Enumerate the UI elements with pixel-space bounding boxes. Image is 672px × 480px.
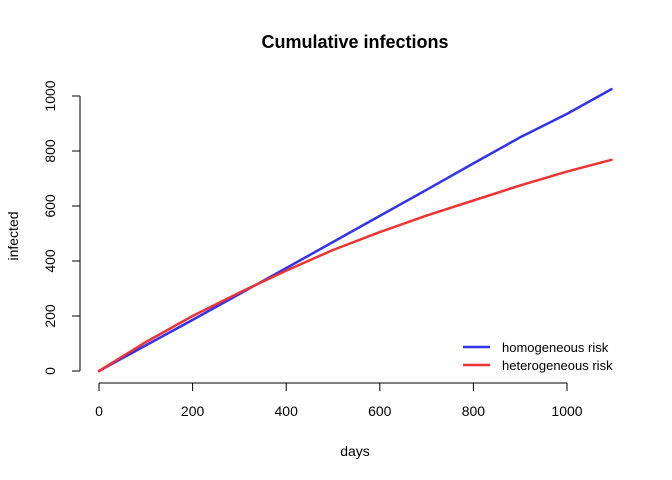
x-axis-label: days — [340, 443, 370, 459]
y-tick-label: 0 — [42, 367, 58, 375]
legend-label: homogeneous risk — [502, 340, 609, 355]
series-line-homogeneous — [97, 87, 613, 373]
axes: 0 200 400 600 800 1000 0 200 400 600 800 1000 — [42, 80, 583, 419]
data-series — [97, 87, 613, 373]
x-tick-label: 600 — [368, 403, 392, 419]
y-tick-label: 400 — [42, 249, 58, 273]
y-tick-label: 600 — [42, 194, 58, 218]
x-tick-label: 1000 — [551, 403, 582, 419]
x-tick-label: 400 — [275, 403, 299, 419]
series-line-heterogeneous — [97, 158, 613, 373]
legend-label: heterogeneous risk — [502, 358, 613, 373]
x-tick-label: 200 — [181, 403, 205, 419]
legend: homogeneous risk heterogeneous risk — [463, 340, 613, 373]
y-tick-label: 1000 — [42, 80, 58, 111]
y-tick-label: 800 — [42, 139, 58, 163]
x-tick-label: 800 — [462, 403, 486, 419]
chart-title: Cumulative infections — [261, 32, 448, 52]
x-tick-label: 0 — [95, 403, 103, 419]
y-tick-label: 200 — [42, 304, 58, 328]
y-axis-label: infected — [5, 211, 21, 260]
